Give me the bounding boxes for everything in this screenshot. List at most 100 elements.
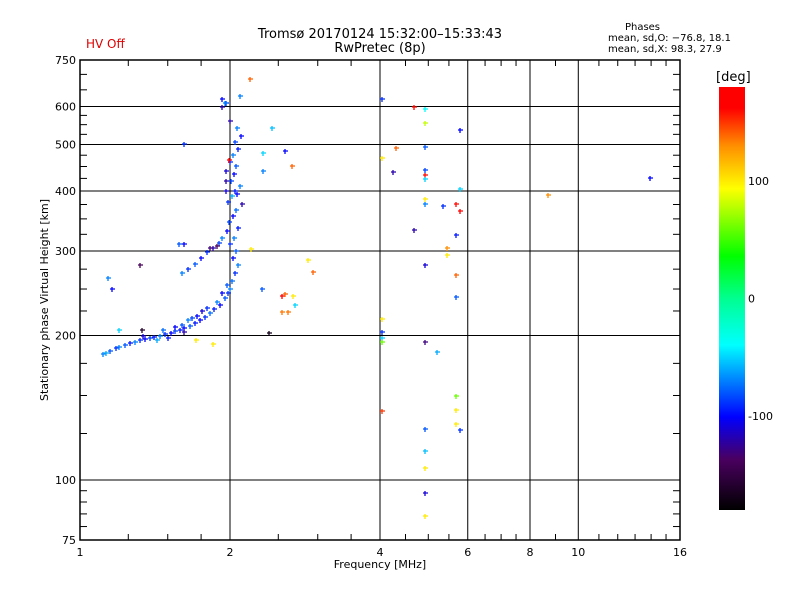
data-point xyxy=(200,309,205,314)
data-point xyxy=(423,263,428,268)
data-point xyxy=(423,121,428,126)
data-point xyxy=(235,126,240,131)
data-point xyxy=(280,294,285,299)
data-point xyxy=(280,310,285,315)
data-point xyxy=(108,349,113,354)
data-point xyxy=(140,328,145,333)
data-point xyxy=(423,514,428,519)
data-point xyxy=(141,334,146,339)
data-point xyxy=(235,192,240,197)
data-point xyxy=(220,236,225,241)
data-point xyxy=(178,328,183,333)
data-point xyxy=(143,337,148,342)
hv-status: HV Off xyxy=(86,37,125,51)
phases-x-stats: mean, sd,X: 98.3, 27.9 xyxy=(608,44,722,55)
data-point xyxy=(236,226,241,231)
data-point xyxy=(226,200,231,205)
data-point xyxy=(215,300,220,305)
data-point xyxy=(239,134,244,139)
data-point xyxy=(138,263,143,268)
data-point xyxy=(158,334,163,339)
data-point xyxy=(225,229,230,234)
data-point xyxy=(423,340,428,345)
data-point xyxy=(233,271,238,276)
data-point xyxy=(423,168,428,173)
data-point xyxy=(648,176,653,181)
data-point xyxy=(223,296,228,301)
data-point xyxy=(248,77,253,82)
data-point xyxy=(220,105,225,110)
x-tick-label: 2 xyxy=(227,546,234,559)
data-point xyxy=(211,342,216,347)
y-tick-label: 100 xyxy=(55,474,76,487)
data-point xyxy=(224,169,229,174)
data-point xyxy=(228,119,233,124)
x-tick-label: 1 xyxy=(77,546,84,559)
phases-o-stats: mean, sd,O: −76.8, 18.1 xyxy=(608,33,731,44)
data-point xyxy=(267,331,272,336)
y-tick-label: 500 xyxy=(55,139,76,152)
data-point xyxy=(261,169,266,174)
data-point xyxy=(215,244,220,249)
data-point xyxy=(458,428,463,433)
data-point xyxy=(230,194,235,199)
x-tick-label: 10 xyxy=(571,546,585,559)
data-point xyxy=(283,149,288,154)
data-point xyxy=(161,328,166,333)
data-point xyxy=(163,332,168,337)
data-point xyxy=(220,291,225,296)
data-point xyxy=(186,318,191,323)
data-point xyxy=(380,409,385,414)
data-point xyxy=(223,101,228,106)
data-point xyxy=(233,140,238,145)
data-point xyxy=(193,321,198,326)
data-point xyxy=(423,107,428,112)
data-point xyxy=(208,311,213,316)
colorbar-tick-label: 0 xyxy=(748,293,755,306)
data-point xyxy=(224,189,229,194)
data-point xyxy=(123,343,128,348)
data-point xyxy=(218,303,223,308)
y-axis-label: Stationary phase Virtual Height [km] xyxy=(38,199,51,401)
data-point xyxy=(394,146,399,151)
data-point xyxy=(240,202,245,207)
data-point xyxy=(166,336,171,341)
data-point xyxy=(423,449,428,454)
x-tick-label: 16 xyxy=(673,546,687,559)
chart-title: Tromsø 20170124 15:32:00–15:33:43 xyxy=(257,27,503,42)
data-point xyxy=(423,466,428,471)
data-point xyxy=(231,214,236,219)
data-point xyxy=(445,246,450,251)
data-point xyxy=(148,336,153,341)
data-point xyxy=(190,316,195,321)
data-point xyxy=(226,291,231,296)
data-point xyxy=(234,164,239,169)
data-point xyxy=(380,330,385,335)
x-tick-label: 8 xyxy=(527,546,534,559)
data-point xyxy=(546,193,551,198)
data-point xyxy=(311,270,316,275)
data-point xyxy=(231,256,236,261)
data-point xyxy=(133,340,138,345)
data-point xyxy=(169,331,174,336)
data-point xyxy=(391,170,396,175)
colorbar-tick-label: 100 xyxy=(748,175,769,188)
data-point xyxy=(238,184,243,189)
data-point xyxy=(458,209,463,214)
data-point xyxy=(231,153,236,158)
data-point xyxy=(458,187,463,192)
data-point xyxy=(193,262,198,267)
data-point xyxy=(217,241,222,246)
data-point xyxy=(380,156,385,161)
data-point xyxy=(423,177,428,182)
data-point xyxy=(283,292,288,297)
data-point xyxy=(205,250,210,255)
data-point xyxy=(380,317,385,322)
data-point xyxy=(233,189,238,194)
data-point xyxy=(186,267,191,272)
data-point xyxy=(445,253,450,258)
data-point xyxy=(205,306,210,311)
data-point xyxy=(182,142,187,147)
data-point xyxy=(229,179,234,184)
